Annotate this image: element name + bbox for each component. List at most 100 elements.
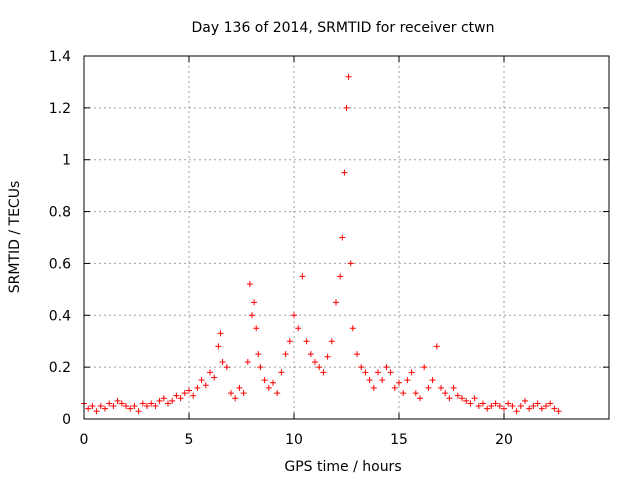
data-point bbox=[131, 403, 138, 410]
data-point bbox=[387, 369, 394, 376]
data-point bbox=[261, 377, 268, 384]
data-point bbox=[85, 405, 92, 412]
data-points bbox=[81, 73, 562, 415]
data-point bbox=[236, 384, 243, 391]
data-point bbox=[467, 400, 474, 407]
data-point bbox=[97, 403, 104, 410]
data-point bbox=[530, 403, 537, 410]
data-point bbox=[517, 403, 524, 410]
data-point bbox=[501, 405, 507, 412]
data-point bbox=[450, 384, 457, 391]
data-point bbox=[339, 234, 346, 241]
data-point bbox=[400, 390, 407, 397]
data-point bbox=[110, 403, 117, 410]
data-point bbox=[303, 338, 310, 345]
data-point bbox=[417, 395, 423, 402]
data-point bbox=[274, 390, 281, 397]
data-point bbox=[244, 358, 251, 365]
data-point bbox=[106, 400, 113, 407]
data-point bbox=[391, 384, 398, 391]
y-axis-label: SRMTID / TECUs bbox=[7, 181, 23, 294]
data-point bbox=[463, 397, 470, 404]
data-point bbox=[251, 299, 258, 306]
data-point bbox=[429, 377, 436, 384]
data-point bbox=[459, 395, 465, 402]
data-point bbox=[89, 403, 96, 410]
data-point bbox=[177, 395, 184, 402]
data-point bbox=[488, 403, 495, 410]
data-point bbox=[232, 395, 239, 402]
data-point bbox=[341, 169, 348, 176]
data-point bbox=[555, 408, 562, 415]
data-point bbox=[190, 392, 197, 399]
data-point bbox=[139, 400, 146, 407]
data-point bbox=[421, 364, 428, 371]
data-point bbox=[102, 405, 108, 412]
data-point bbox=[160, 395, 167, 402]
data-point bbox=[165, 400, 171, 407]
data-point bbox=[152, 403, 159, 410]
data-point bbox=[446, 395, 453, 402]
data-point bbox=[408, 369, 415, 376]
data-point bbox=[551, 405, 558, 412]
data-point bbox=[509, 403, 516, 410]
x-tick-labels: 0 5 10 15 20 bbox=[80, 432, 513, 448]
data-point bbox=[282, 351, 289, 358]
data-point bbox=[349, 325, 356, 332]
data-point bbox=[475, 403, 482, 410]
data-point bbox=[324, 353, 331, 360]
data-point bbox=[383, 364, 390, 371]
data-point bbox=[246, 281, 253, 288]
data-point bbox=[496, 403, 503, 410]
y-tick-labels: 0 0.2 0.4 0.6 0.8 1 1.2 1.4 bbox=[49, 49, 71, 428]
data-point bbox=[345, 73, 352, 80]
data-point bbox=[354, 351, 360, 358]
data-point bbox=[255, 351, 262, 358]
data-point bbox=[379, 377, 386, 384]
data-point bbox=[207, 369, 213, 376]
y-tick-label: 1.4 bbox=[49, 49, 71, 65]
data-point bbox=[135, 408, 142, 415]
data-point bbox=[144, 403, 150, 410]
data-point bbox=[362, 369, 369, 376]
y-tick-label: 1 bbox=[62, 153, 71, 169]
data-point bbox=[442, 390, 449, 397]
data-point bbox=[484, 405, 491, 412]
data-point bbox=[412, 390, 419, 397]
data-point bbox=[370, 384, 377, 391]
data-point bbox=[312, 358, 318, 365]
data-point bbox=[320, 369, 327, 376]
data-point bbox=[366, 377, 373, 384]
data-point bbox=[169, 397, 176, 404]
x-tick-label: 5 bbox=[185, 432, 194, 448]
data-point bbox=[343, 104, 350, 111]
data-point bbox=[347, 260, 354, 267]
data-point bbox=[286, 338, 293, 345]
data-point bbox=[265, 384, 272, 391]
data-point bbox=[202, 382, 209, 389]
data-point bbox=[249, 312, 255, 319]
x-axis-label: GPS time / hours bbox=[284, 459, 401, 475]
grid bbox=[84, 56, 609, 419]
data-point bbox=[211, 374, 218, 381]
data-point bbox=[547, 400, 554, 407]
data-point bbox=[328, 338, 335, 345]
data-point bbox=[186, 387, 192, 394]
data-point bbox=[228, 390, 234, 397]
x-tick-label: 0 bbox=[80, 432, 89, 448]
data-point bbox=[454, 392, 461, 399]
data-point bbox=[270, 379, 276, 386]
plot-frame bbox=[83, 55, 610, 420]
data-point bbox=[253, 325, 260, 332]
data-point bbox=[156, 397, 163, 404]
data-point bbox=[223, 364, 230, 371]
data-point bbox=[505, 400, 512, 407]
data-point bbox=[375, 369, 381, 376]
data-point bbox=[333, 299, 339, 306]
data-point bbox=[543, 403, 549, 410]
data-point bbox=[316, 364, 323, 371]
data-point bbox=[425, 384, 432, 391]
data-point bbox=[219, 358, 226, 365]
data-point bbox=[295, 325, 302, 332]
x-tick-label: 15 bbox=[390, 432, 408, 448]
